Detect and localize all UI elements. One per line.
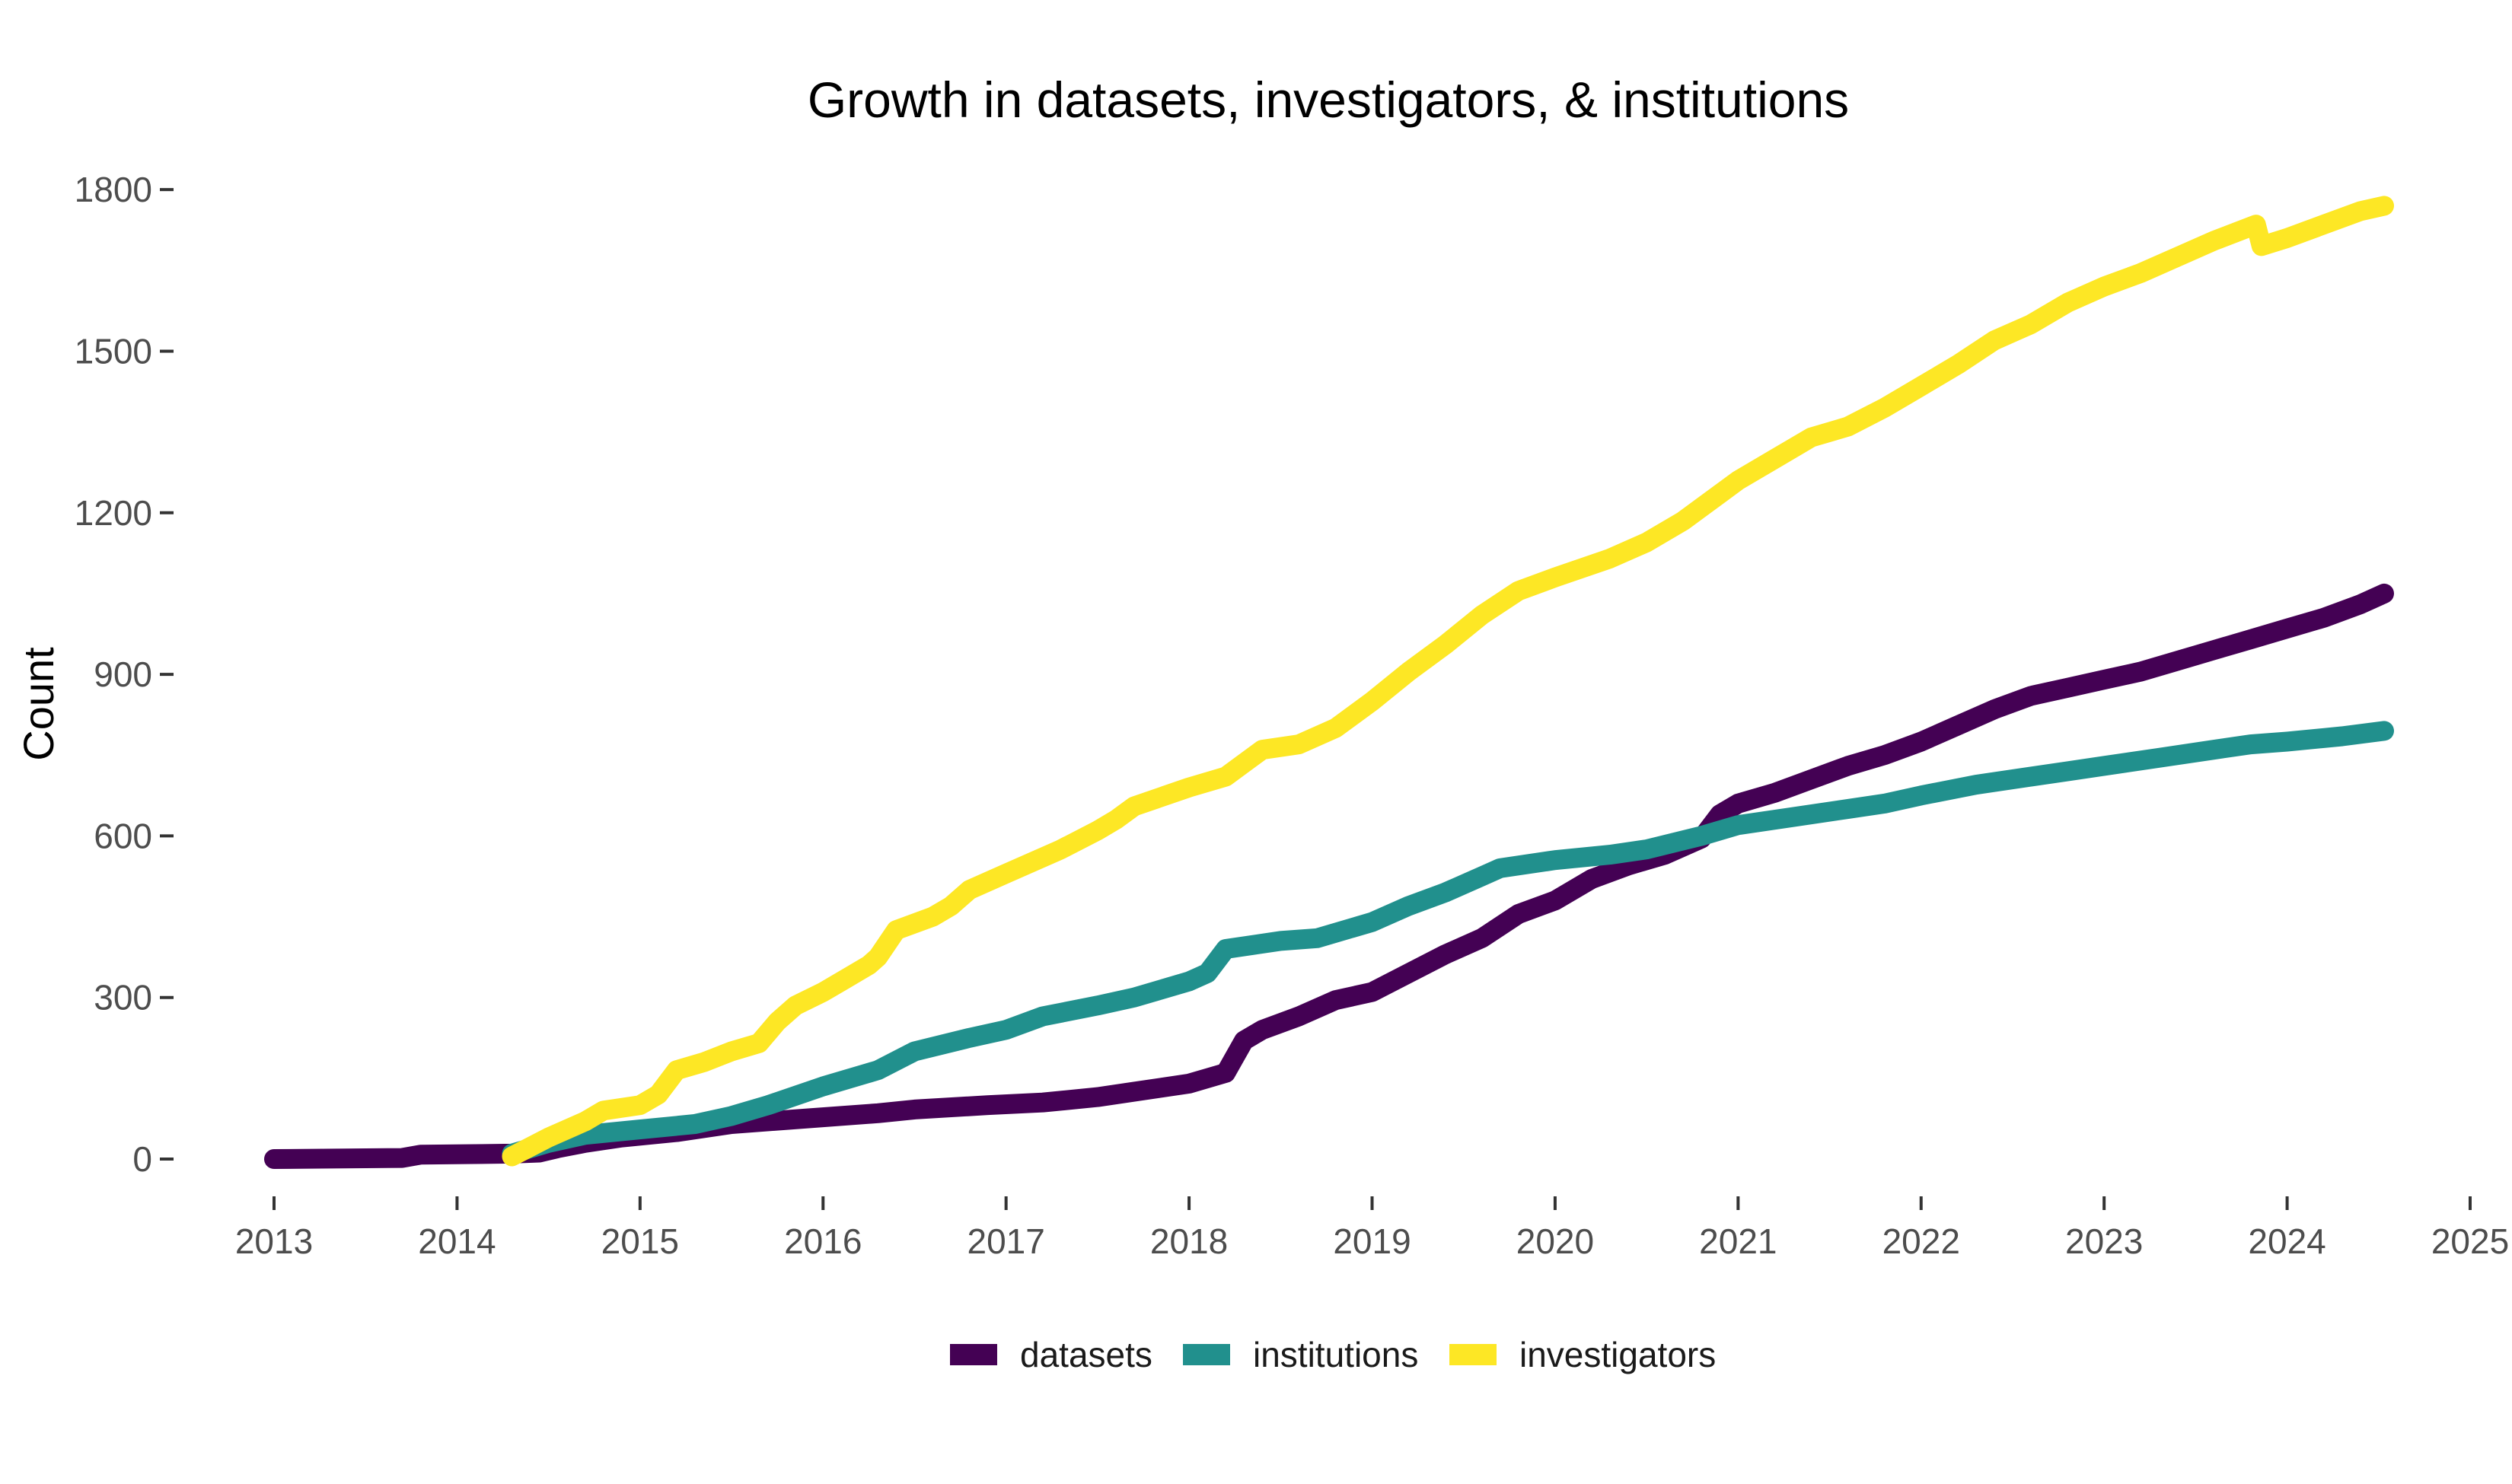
x-tick-label: 2022 <box>1882 1221 1960 1261</box>
series-line-investigators <box>502 196 2394 1167</box>
series-line-institutions <box>502 721 2394 1164</box>
x-tick-label: 2020 <box>1516 1221 1594 1261</box>
x-tick-label: 2013 <box>235 1221 313 1261</box>
legend-key-datasets <box>950 1344 997 1365</box>
x-tick-label: 2023 <box>2065 1221 2143 1261</box>
y-tick-label: 900 <box>94 654 152 694</box>
y-axis-label: Count <box>14 647 62 761</box>
series-line-datasets <box>264 583 2394 1169</box>
y-tick-label: 300 <box>94 978 152 1017</box>
y-tick-label: 0 <box>132 1139 152 1179</box>
legend-key-investigators <box>1449 1344 1497 1365</box>
x-tick-label: 2014 <box>418 1221 496 1261</box>
x-tick-label: 2025 <box>2431 1221 2509 1261</box>
x-tick-label: 2024 <box>2248 1221 2326 1261</box>
x-tick-label: 2015 <box>601 1221 679 1261</box>
legend-label-investigators: investigators <box>1519 1335 1716 1374</box>
y-tick-label: 1800 <box>75 170 152 209</box>
x-axis: 2013 2014 2015 2016 2017 2018 2019 2020 2021 2022… <box>235 1196 2509 1261</box>
y-axis: 0 300 600 900 1200 1500 1800 <box>75 170 174 1179</box>
plot-lines <box>264 196 2394 1169</box>
y-tick-label: 600 <box>94 816 152 855</box>
x-tick-label: 2017 <box>967 1221 1044 1261</box>
legend-label-institutions: institutions <box>1253 1335 1418 1374</box>
y-tick-label: 1200 <box>75 493 152 533</box>
legend-label-datasets: datasets <box>1020 1335 1152 1374</box>
legend-key-institutions <box>1183 1344 1230 1365</box>
legend: datasets institutions investigators <box>950 1335 1716 1374</box>
chart-title: Growth in datasets, investigators, & ins… <box>808 72 1849 128</box>
x-tick-label: 2018 <box>1150 1221 1228 1261</box>
y-tick-label: 1500 <box>75 331 152 371</box>
x-tick-label: 2021 <box>1699 1221 1777 1261</box>
x-tick-label: 2016 <box>784 1221 862 1261</box>
x-tick-label: 2019 <box>1333 1221 1411 1261</box>
